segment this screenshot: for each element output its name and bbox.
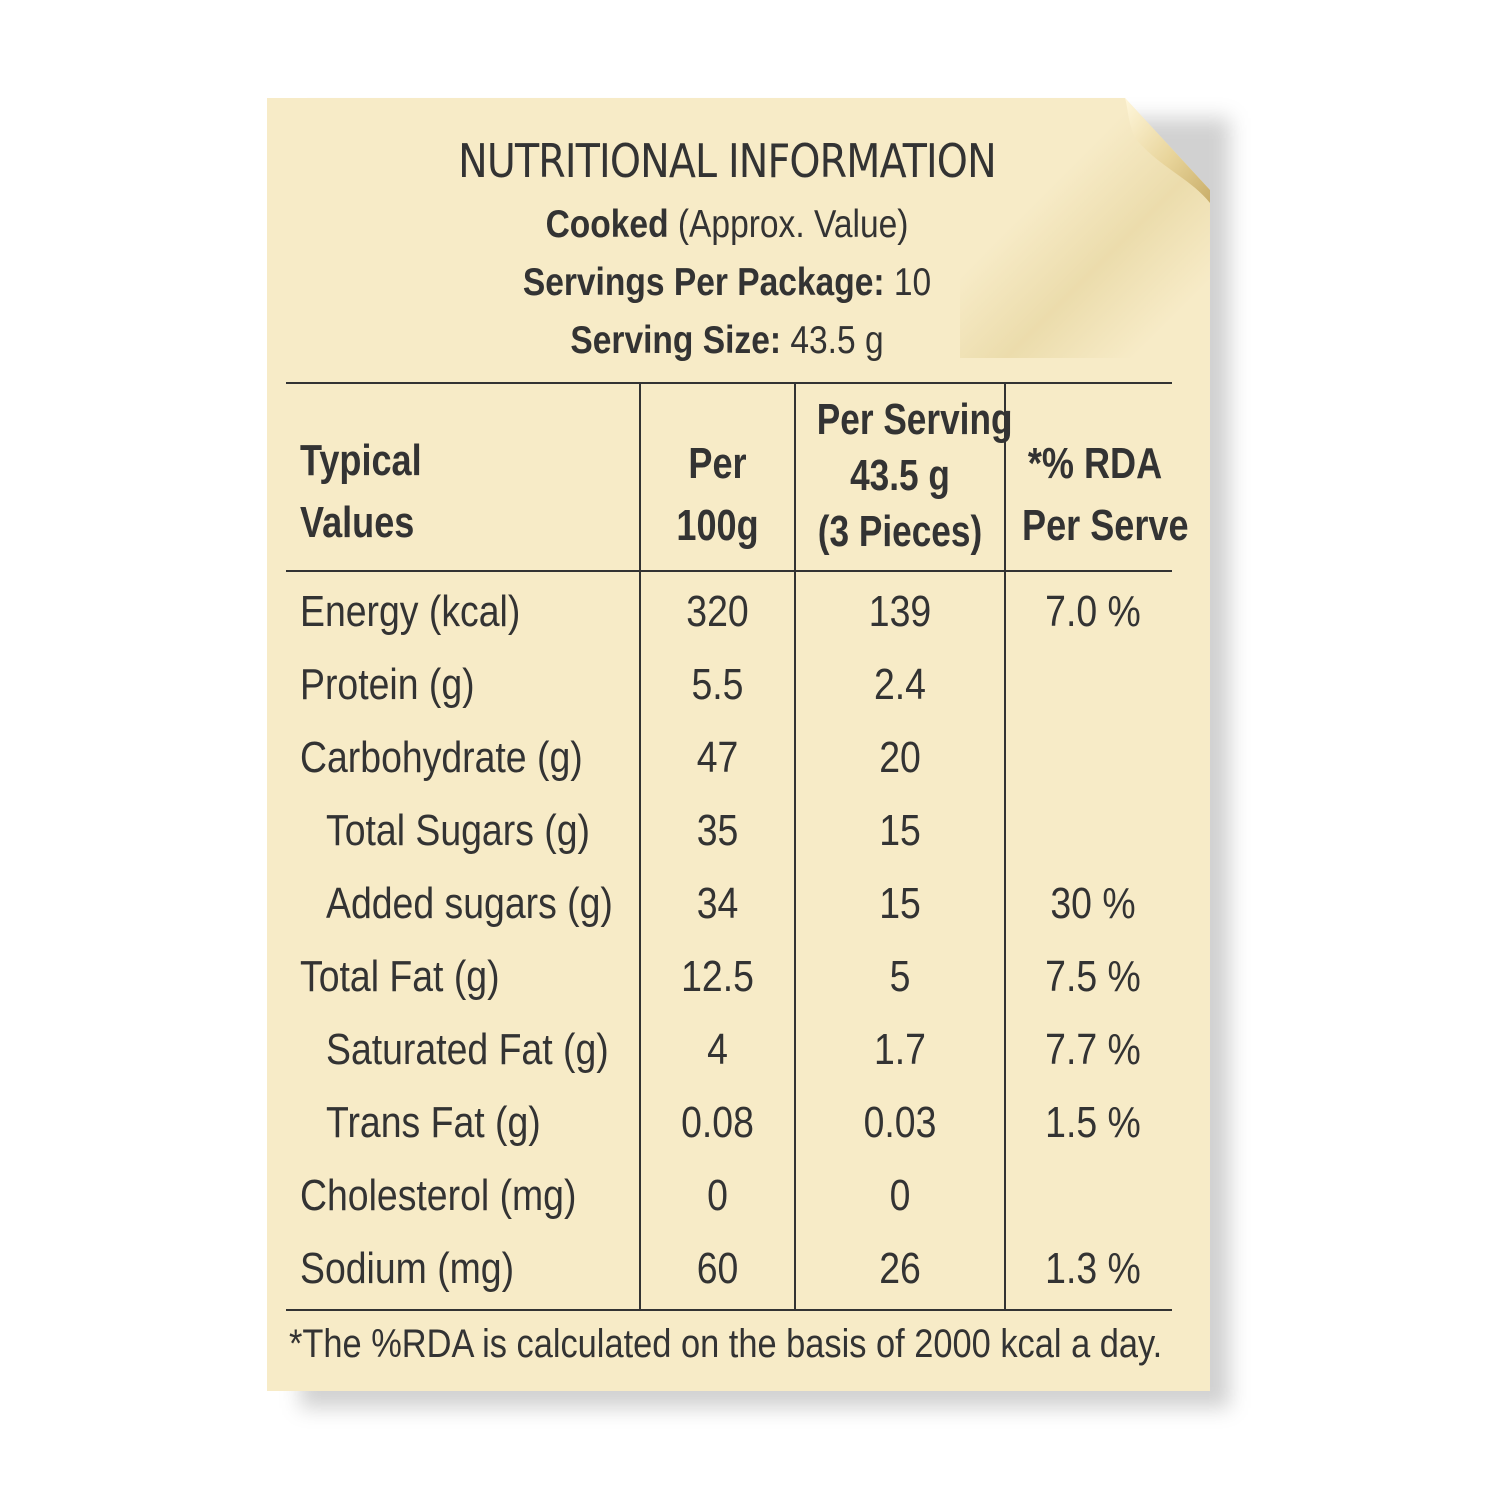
per-100g-value: 320	[686, 587, 749, 636]
per-100g-value: 35	[696, 806, 739, 855]
header-100g: 100g	[676, 501, 759, 550]
per-serving-value: 2.4	[873, 660, 926, 709]
basis-rest: (Approx. Value)	[677, 203, 909, 246]
header-per: Per	[688, 439, 747, 488]
rda-value: 7.7 %	[1045, 1025, 1141, 1074]
per-serving-value: 20	[879, 733, 921, 782]
servings-label: Servings Per Package:	[522, 261, 885, 304]
table-bottom-rule	[286, 1309, 1172, 1311]
nutrient-name: Trans Fat (g)	[326, 1098, 541, 1147]
header-per-serving: Per Serving 43.5 g (3 Pieces)	[816, 392, 1013, 560]
nutrient-name: Cholesterol (mg)	[300, 1171, 577, 1220]
header-per-serving-label: Per Serving	[816, 395, 1013, 444]
table-top-rule	[286, 382, 1172, 384]
nutrient-name: Added sugars (g)	[326, 879, 613, 928]
per-serving-value: 15	[879, 879, 921, 928]
per-serving-value: 15	[879, 806, 921, 855]
header-pieces: (3 Pieces)	[817, 507, 983, 556]
per-100g-value: 34	[696, 879, 739, 928]
header-rda-label: *% RDA	[1027, 439, 1163, 488]
header-per-serve: Per Serve	[1022, 501, 1189, 550]
per-100g-value: 60	[696, 1244, 739, 1293]
header-serving-weight: 43.5 g	[850, 451, 950, 500]
servings-line: Servings Per Package: 10	[331, 254, 1122, 312]
header-typical: Typical	[300, 436, 422, 485]
per-100g-value: 5.5	[691, 660, 744, 709]
header-values: Values	[300, 498, 415, 547]
nutrient-name: Carbohydrate (g)	[300, 733, 583, 782]
per-serving-value: 5	[889, 952, 911, 1001]
rda-value: 1.3 %	[1045, 1244, 1141, 1293]
rda-value: 30 %	[1050, 879, 1136, 928]
basis-line: Cooked (Approx. Value)	[331, 196, 1122, 254]
serving-size-value: 43.5 g	[790, 319, 884, 362]
per-serving-value: 0.03	[863, 1098, 937, 1147]
nutrient-name: Protein (g)	[300, 660, 475, 709]
label-title: NUTRITIONAL INFORMATION	[458, 134, 997, 188]
per-100g-value: 12.5	[681, 952, 754, 1001]
per-serving-value: 1.7	[873, 1025, 926, 1074]
servings-value: 10	[893, 261, 932, 304]
nutrient-name: Sodium (mg)	[300, 1244, 515, 1293]
per-100g-value: 4	[707, 1025, 728, 1074]
per-100g-value: 47	[696, 733, 739, 782]
column-divider-2	[794, 383, 796, 1310]
table-header-rule	[286, 570, 1172, 572]
basis-bold: Cooked	[545, 203, 669, 246]
nutrient-name: Total Sugars (g)	[326, 806, 590, 855]
rda-footnote: *The %RDA is calculated on the basis of …	[289, 1322, 1163, 1366]
per-100g-value: 0.08	[681, 1098, 754, 1147]
header-typical-values: Typical Values	[300, 430, 422, 554]
per-100g-value: 0	[707, 1171, 728, 1220]
rda-value: 1.5 %	[1045, 1098, 1141, 1147]
per-serving-value: 0	[889, 1171, 911, 1220]
nutrition-label-card	[267, 98, 1210, 1391]
per-serving-value: 26	[879, 1244, 921, 1293]
per-serving-value: 139	[868, 587, 932, 636]
header-per-100g: Per 100g	[655, 433, 780, 557]
rda-value: 7.5 %	[1045, 952, 1141, 1001]
column-divider-3	[1004, 383, 1006, 1310]
header-rda: *% RDA Per Serve	[1022, 433, 1189, 557]
serving-size-label: Serving Size:	[570, 319, 782, 362]
nutrient-name: Total Fat (g)	[300, 952, 500, 1001]
serving-size-line: Serving Size: 43.5 g	[331, 312, 1122, 370]
rda-value: 7.0 %	[1045, 587, 1141, 636]
column-divider-1	[639, 383, 641, 1310]
page-curl-icon	[1125, 98, 1210, 203]
nutrient-name: Energy (kcal)	[300, 587, 521, 636]
label-header: NUTRITIONAL INFORMATION Cooked (Approx. …	[267, 128, 1187, 370]
nutrient-name: Saturated Fat (g)	[326, 1025, 609, 1074]
